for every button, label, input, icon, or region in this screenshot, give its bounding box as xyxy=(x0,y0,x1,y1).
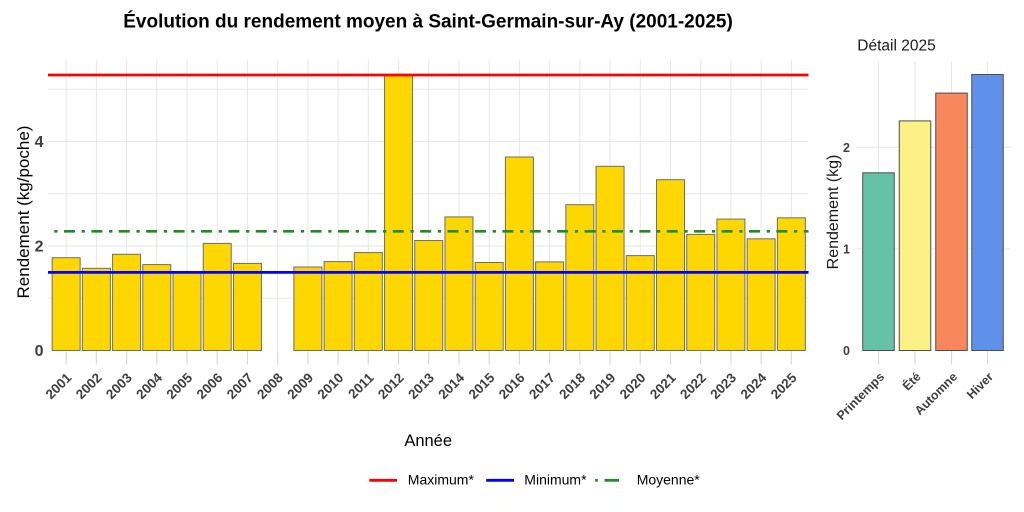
svg-text:0: 0 xyxy=(35,343,44,360)
svg-text:1: 1 xyxy=(843,242,850,256)
svg-text:Maximum*: Maximum* xyxy=(408,472,475,488)
svg-text:Rendement (kg/poche): Rendement (kg/poche) xyxy=(14,126,33,299)
svg-text:Détail 2025: Détail 2025 xyxy=(857,37,935,54)
svg-text:Année: Année xyxy=(404,432,452,450)
svg-text:2: 2 xyxy=(843,141,850,155)
svg-text:Rendement (kg): Rendement (kg) xyxy=(825,155,842,270)
svg-text:4: 4 xyxy=(35,134,44,151)
svg-text:2: 2 xyxy=(35,239,44,256)
svg-text:Minimum*: Minimum* xyxy=(524,472,587,488)
svg-text:Moyenne*: Moyenne* xyxy=(637,472,701,488)
svg-text:0: 0 xyxy=(843,344,850,358)
svg-text:Évolution du rendement moyen à: Évolution du rendement moyen à Saint-Ger… xyxy=(123,10,733,32)
